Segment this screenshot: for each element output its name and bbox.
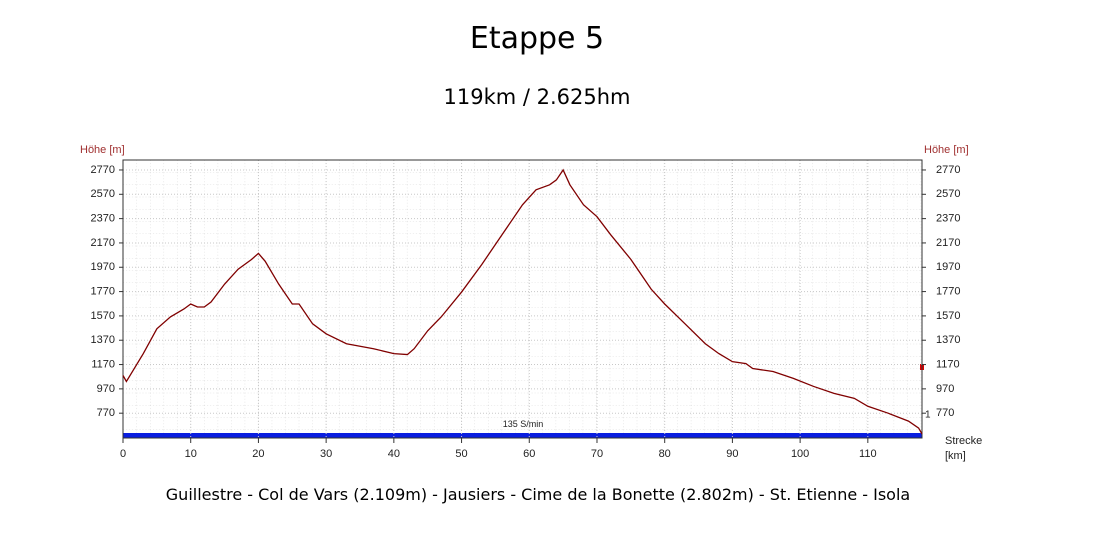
cadence-bar [123,433,922,438]
y-tick-label-right: 2170 [936,237,960,249]
y-tick-label: 1970 [91,261,115,273]
x-tick-label: 40 [388,448,400,460]
y-tick-label-right: 2370 [936,213,960,225]
y-tick-label: 2170 [91,237,115,249]
marker-label: 1 [925,410,931,421]
x-axis-label: Strecke [945,435,982,447]
y-tick-label: 770 [97,407,115,419]
y-tick-label: 2570 [91,188,115,200]
x-tick-label: 80 [659,448,671,460]
y-tick-label-right: 2770 [936,164,960,176]
x-tick-label: 50 [455,448,467,460]
y-tick-label: 1570 [91,310,115,322]
y-tick-label: 1770 [91,285,115,297]
plot-frame [122,159,923,439]
y-tick-label-right: 770 [936,407,954,419]
x-tick-label: 0 [120,448,126,460]
x-tick-label: 70 [591,448,603,460]
x-tick-label: 100 [791,448,809,460]
cadence-label: 135 S/min [503,419,544,429]
x-tick-label: 60 [523,448,535,460]
y-tick-label-right: 1570 [936,310,960,322]
chart-title: Etappe 5 [470,21,604,56]
y-tick-label: 2370 [91,213,115,225]
y-axis-label: Höhe [m] [80,144,125,156]
y-tick-label-right: 2570 [936,188,960,200]
y-tick-label: 2770 [91,164,115,176]
y-axis-label-right: Höhe [m] [924,144,969,156]
chart-subtitle: 119km / 2.625hm [443,85,630,109]
minor-grid [123,160,922,438]
y-tick-label-right: 1770 [936,285,960,297]
x-tick-label: 20 [252,448,264,460]
y-tick-label-right: 1370 [936,334,960,346]
y-tick-label-right: 1970 [936,261,960,273]
y-tick-label-right: 1170 [936,358,960,370]
y-tick-label: 1370 [91,334,115,346]
x-axis-label: [km] [945,450,966,462]
caption: Guillestre - Col de Vars (2.109m) - Jaus… [166,485,910,504]
y-tick-label-right: 970 [936,383,954,395]
x-tick-label: 90 [726,448,738,460]
x-tick-label: 110 [859,448,877,460]
y-tick-label: 970 [97,383,115,395]
y-tick-label: 1170 [91,358,115,370]
x-tick-label: 30 [320,448,332,460]
elevation-line [122,168,923,435]
x-tick-label: 10 [185,448,197,460]
